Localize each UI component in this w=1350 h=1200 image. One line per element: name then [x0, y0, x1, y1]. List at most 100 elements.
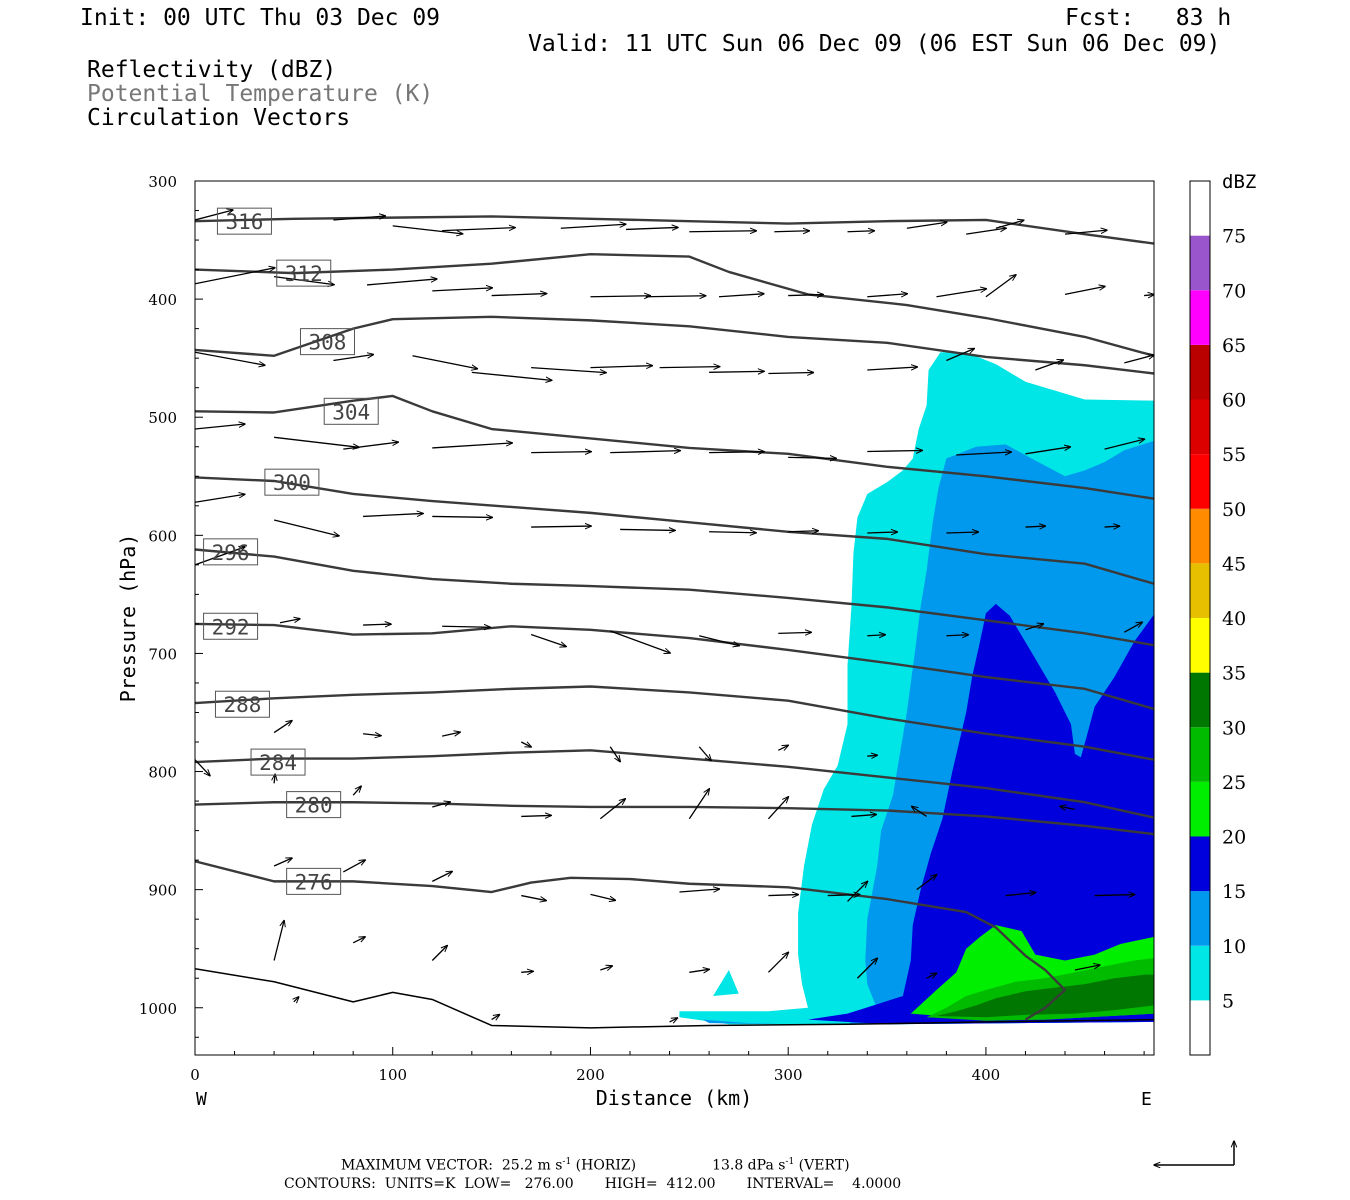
- circulation-vector: [531, 526, 591, 527]
- circulation-vector: [1104, 439, 1145, 450]
- theta-contour-300: [195, 476, 1154, 585]
- theta-contour-272: [195, 968, 1154, 1029]
- theta-contour-280: [195, 801, 1154, 836]
- circulation-vector: [689, 969, 709, 972]
- y-tick-label: 300: [148, 173, 177, 191]
- colorbar-swatch: [1190, 181, 1210, 236]
- colorbar-label: 60: [1222, 390, 1246, 412]
- contour-label-288: 288: [223, 693, 261, 717]
- reflectivity-area-5dbz: [713, 969, 739, 996]
- colorbar-swatch: [1190, 672, 1210, 728]
- circulation-vector: [669, 1018, 678, 1022]
- circulation-vector: [620, 529, 675, 530]
- contour-label-box-304: [323, 397, 379, 425]
- circulation-vector: [471, 371, 552, 380]
- circulation-vector: [788, 457, 836, 458]
- contour-label-284: 284: [259, 751, 297, 775]
- colorbar-swatch: [1190, 727, 1210, 782]
- circulation-vector: [195, 268, 275, 285]
- circulation-vector: [946, 349, 974, 362]
- circulation-vector: [195, 210, 233, 221]
- circulation-vector: [679, 889, 719, 892]
- footer-max-vector: MAXIMUM VECTOR: 25.2 m s-1 (HORIZ) 13.8 d…: [341, 1157, 850, 1174]
- circulation-vector: [926, 973, 937, 978]
- colorbar-label: 25: [1222, 772, 1246, 794]
- circulation-vector: [333, 216, 385, 221]
- circulation-vector: [521, 815, 551, 816]
- circulation-vector: [767, 952, 788, 973]
- circulation-vector: [709, 532, 756, 533]
- contour-label-box-292: [203, 612, 259, 640]
- circulation-vector: [442, 732, 460, 737]
- circulation-vector: [195, 759, 210, 776]
- theta-contour-312: [195, 253, 1154, 357]
- contour-label-box-276: [286, 867, 342, 895]
- circulation-vector: [491, 294, 547, 296]
- colorbar: 5 10 15 20 25 30 35 40 45 50 55 60 65 70 75: [1189, 180, 1246, 1056]
- theta-contour-284: [195, 749, 1154, 819]
- circulation-vector: [867, 450, 922, 451]
- colorbar-unit: dBZ: [1222, 171, 1256, 193]
- contour-label-312: 312: [285, 262, 323, 286]
- contour-label-304: 304: [332, 400, 370, 424]
- circulation-vector: [995, 220, 1024, 229]
- colorbar-label: 20: [1222, 827, 1246, 849]
- circulation-vector: [688, 789, 709, 820]
- circulation-vector: [767, 797, 788, 820]
- theta-contour-308: [195, 315, 1154, 375]
- x-axis-east-label: E: [1141, 1089, 1152, 1110]
- y-tick-label: 900: [148, 882, 177, 900]
- circulation-vector: [768, 373, 813, 374]
- contour-label-box-316: [216, 207, 272, 235]
- circulation-vector: [856, 958, 877, 979]
- colorbar-swatch: [1190, 891, 1210, 946]
- init-time: Init: 00 UTC Thu 03 Dec 09: [80, 5, 441, 31]
- circulation-vector: [432, 443, 512, 449]
- circulation-vector: [352, 786, 361, 796]
- colorbar-swatch: [1190, 563, 1210, 618]
- circulation-vector: [1104, 526, 1120, 527]
- colorbar-label: 65: [1222, 335, 1246, 357]
- colorbar-label: 15: [1222, 881, 1246, 903]
- circulation-vector: [590, 893, 615, 900]
- circulation-vector: [851, 814, 876, 816]
- circulation-vector: [352, 937, 365, 944]
- y-axis-title: Pressure (hPa): [116, 534, 140, 703]
- contour-label-box-312: [276, 259, 332, 287]
- theta-contour-292: [195, 622, 1154, 711]
- footer-vert-note: (VERT): [794, 1157, 850, 1174]
- circulation-vector: [1144, 295, 1154, 296]
- contour-labels: 316 312 308 304 300 296 292 288 284 280 276: [203, 207, 379, 895]
- colorbar-label: 75: [1222, 226, 1246, 248]
- circulation-vector: [906, 222, 947, 229]
- contour-label-box-296: [203, 538, 259, 566]
- circulation-vector: [531, 452, 591, 453]
- colorbar-label: 55: [1222, 444, 1246, 466]
- footer-vert-exp: -1: [785, 1157, 795, 1167]
- contour-label-300: 300: [273, 471, 311, 495]
- colorbar-label: 40: [1222, 608, 1246, 630]
- circulation-vector: [273, 921, 284, 961]
- contour-label-box-308: [299, 328, 355, 356]
- circulation-vector: [530, 633, 566, 647]
- circulation-vector: [778, 745, 788, 750]
- field-label-vectors: Circulation Vectors: [87, 105, 351, 131]
- y-tick-label: 1000: [139, 1000, 177, 1018]
- circulation-vector: [709, 371, 764, 372]
- circulation-vector: [610, 630, 670, 653]
- field-label-theta: Potential Temperature (K): [87, 81, 434, 107]
- circulation-vector: [946, 635, 968, 636]
- theta-contour-276: [195, 860, 1067, 1021]
- circulation-vector: [867, 294, 907, 297]
- circulation-vector: [273, 519, 339, 536]
- circulation-vector: [432, 802, 450, 808]
- colorbar-swatch: [1190, 290, 1210, 345]
- contour-label-280: 280: [295, 794, 333, 818]
- circulation-vector: [521, 971, 533, 972]
- circulation-vector: [1035, 360, 1063, 371]
- contour-label-308: 308: [309, 331, 347, 355]
- theta-contour-296: [195, 548, 1154, 647]
- circulation-vector: [788, 295, 823, 296]
- circulation-vector: [432, 288, 492, 292]
